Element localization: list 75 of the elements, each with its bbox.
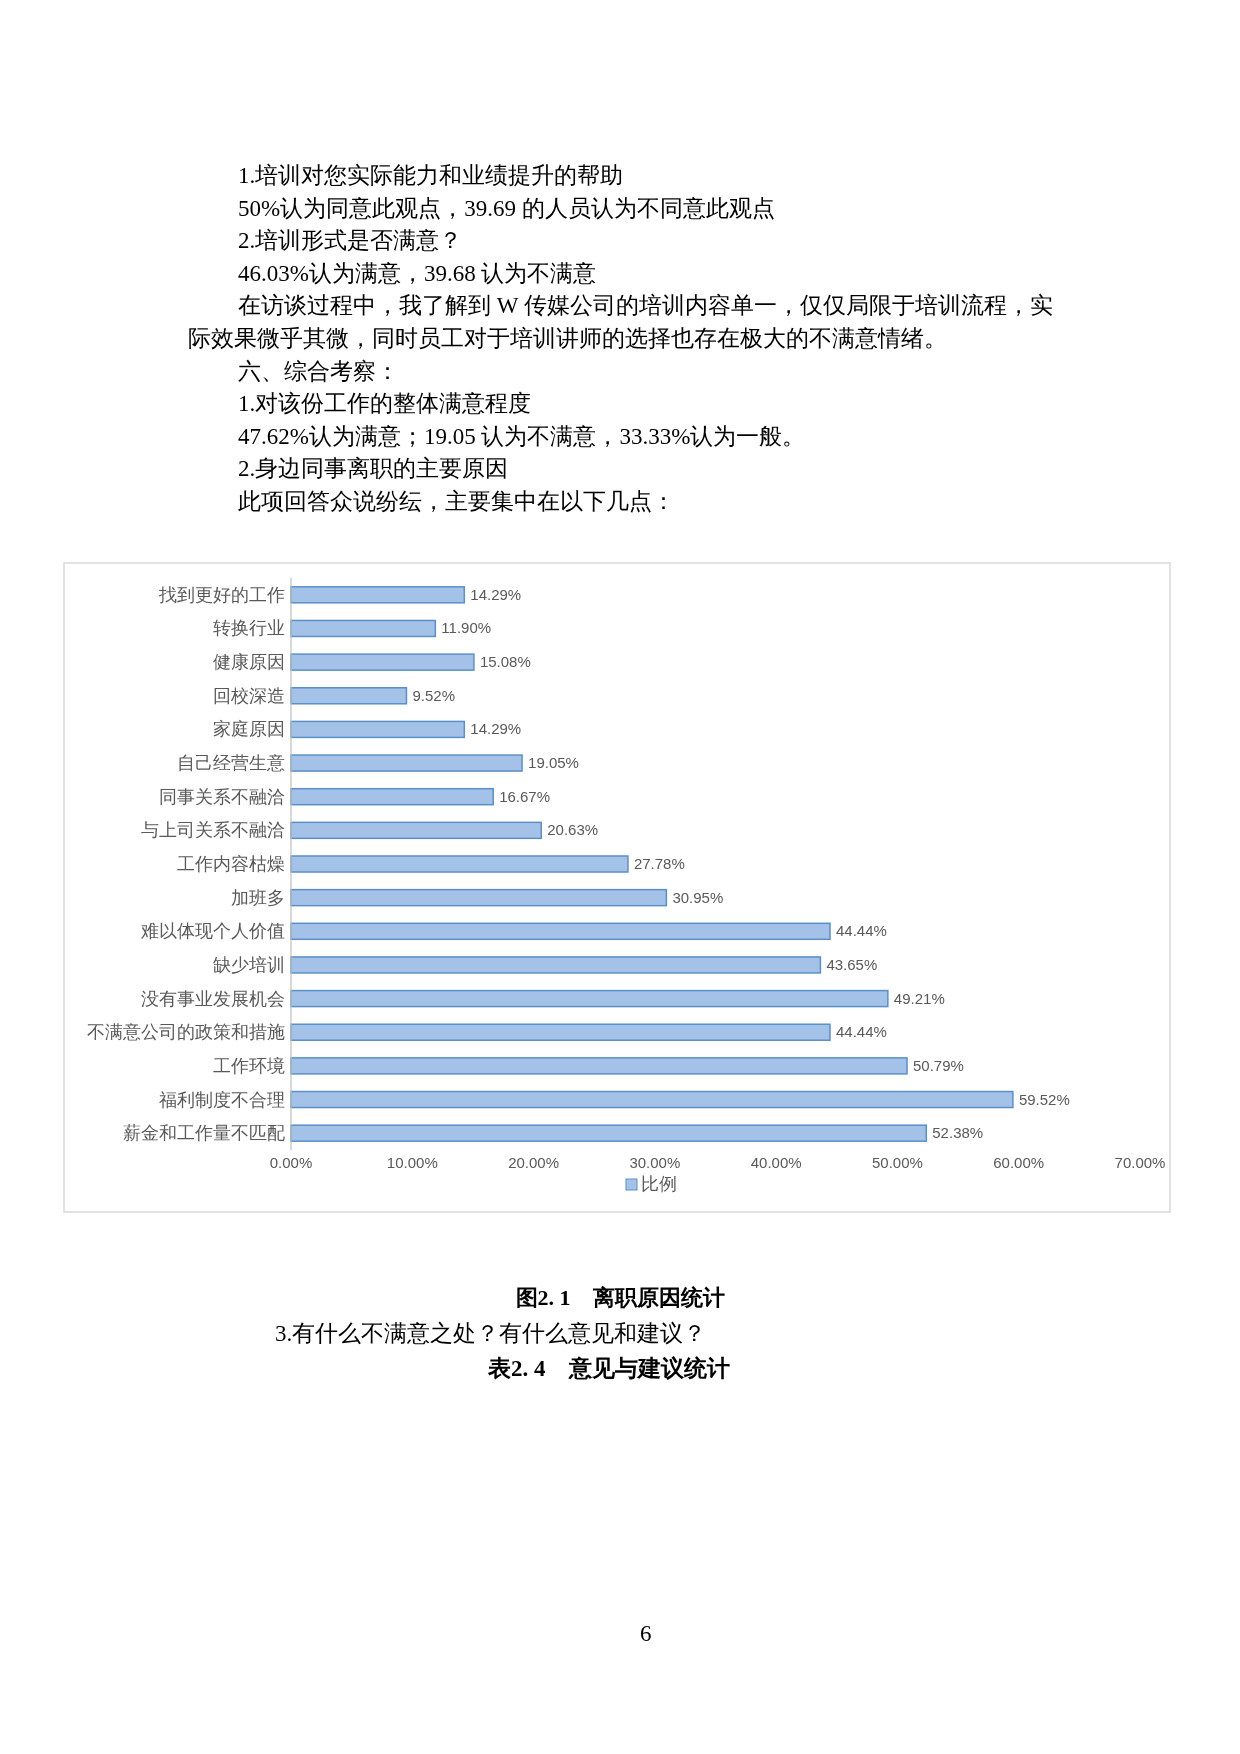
text: 在访谈过程中，我了解到 W 传媒公司的培训内容单一，仅仅局限于培训流程，实际效果微乎其微，同时员工对于培训讲师的选择也存在极大的不满意情绪。	[188, 292, 1054, 353]
bar	[290, 720, 466, 739]
y-tick-label: 健康原因	[213, 652, 285, 673]
bar	[290, 1057, 908, 1075]
x-tick-label: 30.00%	[629, 1154, 681, 1171]
data-label: 43.65%	[826, 955, 878, 973]
text: 图2. 1 离职原因统计	[515, 1285, 725, 1310]
data-label: 14.29%	[470, 720, 522, 738]
bar	[290, 787, 494, 806]
bar	[290, 821, 542, 840]
y-tick-label: 自己经营生意	[177, 753, 285, 774]
legend: 比例	[625, 1174, 677, 1194]
data-label: 59.52%	[1018, 1090, 1070, 1108]
bar	[290, 754, 523, 772]
bar	[290, 687, 408, 705]
bar	[290, 653, 475, 671]
text: 表2. 4 意见与建议统计	[488, 1355, 730, 1383]
data-label: 49.21%	[893, 989, 945, 1007]
text: 2.身边同事离职的主要原因	[237, 455, 510, 484]
y-tick-label: 缺少培训	[213, 954, 285, 975]
y-tick-label: 同事关系不融洽	[159, 786, 285, 807]
x-tick-label: 40.00%	[750, 1154, 802, 1171]
data-label: 30.95%	[672, 888, 724, 906]
y-tick-label: 转换行业	[213, 618, 285, 639]
data-label: 50.79%	[913, 1056, 964, 1074]
bar	[290, 1090, 1014, 1109]
data-label: 44.44%	[835, 1023, 887, 1041]
y-tick-label: 工作内容枯燥	[177, 854, 285, 874]
text: 3.有什么不满意之处？有什么意见和建议？	[275, 1320, 707, 1348]
x-tick-label: 60.00%	[993, 1154, 1045, 1171]
bar	[290, 956, 822, 974]
y-tick-label: 加班多	[231, 887, 285, 908]
data-label: 14.29%	[470, 585, 522, 603]
data-label: 9.52%	[412, 686, 456, 704]
text: 此项回答众说纷纭，主要集中在以下几点：	[237, 487, 676, 516]
y-tick-label: 不满意公司的政策和措施	[87, 1022, 285, 1043]
y-tick-label: 没有事业发展机会	[141, 988, 285, 1009]
y-tick-label: 福利制度不合理	[159, 1089, 285, 1110]
text: 46.03%认为满意，39.68 认为不满意	[237, 259, 598, 288]
data-label: 44.44%	[835, 922, 887, 940]
y-tick-label: 薪金和工作量不匹配	[123, 1123, 285, 1144]
bar	[290, 989, 889, 1008]
x-tick-label: 20.00%	[508, 1154, 560, 1171]
data-label: 52.38%	[932, 1124, 984, 1142]
bar	[290, 888, 668, 907]
data-label: 15.08%	[479, 653, 531, 671]
bar	[290, 586, 466, 604]
y-tick-label: 难以体现个人价值	[140, 921, 285, 942]
y-tick-label: 回校深造	[213, 685, 285, 706]
bar	[290, 855, 629, 873]
text: 6	[640, 1621, 652, 1647]
y-tick-label: 找到更好的工作	[158, 584, 285, 605]
data-label: 19.05%	[528, 754, 579, 772]
bar	[290, 922, 831, 941]
data-label: 27.78%	[633, 855, 685, 872]
y-tick-label: 工作环境	[213, 1055, 285, 1076]
bar	[290, 619, 437, 638]
data-label: 16.67%	[499, 787, 551, 805]
x-tick-label: 70.00%	[1114, 1154, 1166, 1171]
data-label: 11.90%	[441, 619, 492, 637]
text: 1.对该份工作的整体满意程度	[237, 390, 533, 419]
bar	[290, 1023, 831, 1041]
y-tick-label: 与上司关系不融洽	[141, 820, 285, 841]
text: 50%认为同意此观点，39.69 的人员认为不同意此观点	[237, 194, 776, 223]
bar	[290, 1124, 928, 1142]
text: 六、综合考察：	[237, 357, 400, 386]
y-tick-label: 家庭原因	[213, 719, 285, 740]
text: 47.62%认为满意；19.05 认为不满意，33.33%认为一般。	[237, 422, 807, 451]
x-tick-label: 10.00%	[386, 1154, 438, 1171]
x-tick-label: 50.00%	[871, 1154, 923, 1171]
legend-label: 比例	[641, 1174, 677, 1194]
x-tick-label: 0.00%	[269, 1154, 313, 1171]
text: 2.培训形式是否满意？	[237, 227, 464, 256]
data-label: 20.63%	[547, 821, 599, 839]
text: 1.培训对您实际能力和业绩提升的帮助	[237, 162, 625, 190]
